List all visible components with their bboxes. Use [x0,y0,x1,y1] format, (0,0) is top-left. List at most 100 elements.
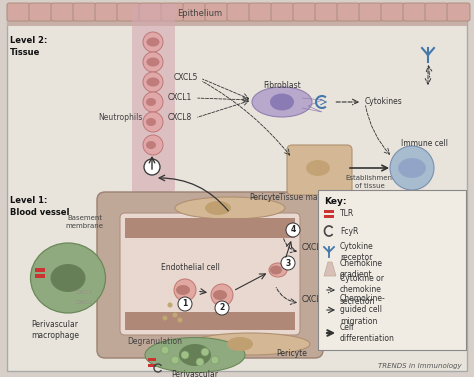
FancyBboxPatch shape [117,3,140,21]
FancyBboxPatch shape [7,4,467,371]
Text: Chemokine
gradient: Chemokine gradient [340,259,383,279]
Circle shape [286,223,300,237]
FancyBboxPatch shape [7,3,30,21]
Ellipse shape [227,337,253,351]
Text: TLR: TLR [340,210,354,219]
Text: Basement
membrane: Basement membrane [65,215,103,228]
Ellipse shape [146,98,156,106]
Ellipse shape [146,37,159,46]
Ellipse shape [179,344,211,366]
Text: CXCL1: CXCL1 [76,290,93,294]
FancyBboxPatch shape [447,3,470,21]
Text: Tissue macrophages: Tissue macrophages [279,193,357,202]
Text: Pericyte: Pericyte [250,193,281,202]
FancyBboxPatch shape [249,3,272,21]
Circle shape [174,279,196,301]
Text: CXCL8: CXCL8 [168,113,192,123]
Ellipse shape [145,337,245,372]
Text: 3: 3 [285,259,291,268]
Circle shape [144,159,160,175]
Ellipse shape [270,93,294,110]
FancyBboxPatch shape [271,3,294,21]
Bar [35,274,45,277]
Circle shape [143,72,163,92]
Text: Epithelium: Epithelium [177,9,223,18]
FancyBboxPatch shape [287,145,352,195]
Ellipse shape [306,160,330,176]
Circle shape [390,146,434,190]
Text: CXCL2: CXCL2 [302,244,326,253]
Text: Endothelial cell: Endothelial cell [161,264,219,273]
Circle shape [281,256,295,270]
FancyBboxPatch shape [139,3,162,21]
FancyBboxPatch shape [227,3,250,21]
Text: CXCL2: CXCL2 [76,299,93,305]
Circle shape [143,52,163,72]
Ellipse shape [205,201,231,215]
Circle shape [143,92,163,112]
Text: Level 2:
Tissue: Level 2: Tissue [10,36,47,57]
Text: 5: 5 [149,162,155,172]
Circle shape [163,316,167,320]
Text: Establishment
of tissue
macrophage: Establishment of tissue macrophage [345,175,395,196]
Text: 1: 1 [182,299,188,308]
FancyBboxPatch shape [7,4,467,26]
Circle shape [171,356,179,364]
Circle shape [178,297,192,311]
Text: 2: 2 [219,303,225,313]
Circle shape [161,346,169,354]
FancyBboxPatch shape [425,3,448,21]
Ellipse shape [252,87,312,117]
Text: Cell
differentiation: Cell differentiation [340,323,395,343]
Text: CXCL5: CXCL5 [173,74,198,83]
Circle shape [215,301,229,315]
Ellipse shape [51,264,85,292]
Circle shape [143,112,163,132]
Ellipse shape [175,197,285,219]
Text: Level 1:
Blood vessel: Level 1: Blood vessel [10,196,70,217]
Polygon shape [132,4,175,220]
Text: Fibroblast: Fibroblast [263,81,301,90]
Text: Immune cell: Immune cell [401,139,448,148]
Text: Degranulation: Degranulation [128,337,182,346]
Text: Key:: Key: [324,197,346,206]
Ellipse shape [146,78,159,86]
Circle shape [173,313,177,317]
Ellipse shape [146,118,156,126]
Text: Perivascular
macrophage: Perivascular macrophage [31,320,79,340]
Text: Pericyte: Pericyte [276,349,308,359]
Circle shape [143,32,163,52]
FancyBboxPatch shape [381,3,404,21]
FancyBboxPatch shape [97,192,323,358]
Circle shape [167,302,173,308]
FancyBboxPatch shape [51,3,74,21]
Text: Perivascular
mast cell: Perivascular mast cell [172,370,219,377]
Circle shape [143,135,163,155]
FancyBboxPatch shape [120,213,300,335]
Bar [148,364,156,367]
FancyBboxPatch shape [161,3,184,21]
Text: Cytokine
receptor: Cytokine receptor [340,242,374,262]
Text: FcyR: FcyR [340,227,358,236]
Polygon shape [324,262,336,276]
FancyBboxPatch shape [337,3,360,21]
Bar [324,210,334,213]
Ellipse shape [146,58,159,66]
FancyBboxPatch shape [205,3,228,21]
Ellipse shape [270,265,282,274]
Ellipse shape [146,141,156,149]
FancyBboxPatch shape [95,3,118,21]
FancyBboxPatch shape [183,3,206,21]
Text: Cytokine or
chemokine
secretion: Cytokine or chemokine secretion [340,274,384,306]
Text: Neutrophils: Neutrophils [98,113,142,123]
Circle shape [201,348,209,356]
Text: TRENDS in Immunology: TRENDS in Immunology [378,363,462,369]
FancyBboxPatch shape [125,312,295,330]
Text: 4: 4 [291,225,296,234]
FancyBboxPatch shape [318,190,466,350]
Ellipse shape [30,243,106,313]
FancyBboxPatch shape [293,3,316,21]
Circle shape [196,358,204,366]
Circle shape [177,317,182,322]
Circle shape [211,284,233,306]
